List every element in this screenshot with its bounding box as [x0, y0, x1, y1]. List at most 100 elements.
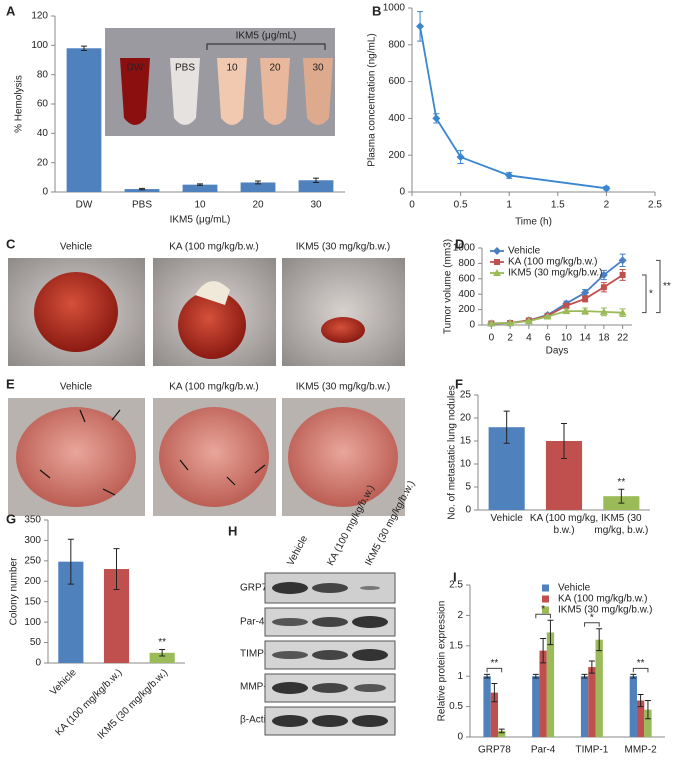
y-tick-label: 400 — [388, 113, 405, 124]
legend-label: KA (100 mg/kg/b.w.) — [508, 257, 598, 268]
x-tick-label: 0 — [409, 200, 415, 211]
y-axis-title: Plasma concentration (ng/mL) — [367, 33, 378, 166]
bar — [629, 676, 637, 737]
point — [581, 307, 590, 315]
x-tick-label: 6 — [545, 333, 551, 344]
bar — [595, 639, 603, 737]
y-tick-label: 2.5 — [449, 580, 463, 591]
x-axis-title: Days — [546, 346, 569, 357]
y-tick-label: 50 — [30, 637, 42, 648]
error-bar — [630, 673, 637, 679]
y-axis-title: No. of metastatic lung nodules — [447, 385, 458, 520]
x-tick-label-box: KA (100 mg/kg, b.w.) — [530, 513, 598, 536]
y-tick-label: 15 — [460, 436, 472, 447]
photo-title: IKM5 (30 mg/kg/b.w.) — [296, 382, 390, 393]
annotation: ** — [637, 658, 645, 669]
legend-label: Vehicle — [508, 246, 541, 257]
point — [506, 319, 515, 327]
error-bar — [491, 682, 498, 703]
point — [563, 302, 570, 309]
error-bar — [113, 548, 120, 590]
annotation: * — [649, 288, 653, 299]
y-tick-label: 100 — [31, 40, 48, 51]
y-tick-label: 0 — [465, 505, 471, 516]
y-tick-label: 200 — [24, 576, 41, 587]
error-bar — [67, 538, 74, 585]
inset-photo: DW PBS 10 20 30 IKM5 (μg/mL) — [105, 28, 335, 136]
legend-label: Vehicle — [558, 583, 591, 594]
x-tick-label: 18 — [598, 333, 610, 344]
photo-title: Vehicle — [60, 382, 93, 393]
y-tick-label: 20 — [460, 413, 472, 424]
annotation: * — [541, 604, 545, 615]
y-tick-label: 0 — [457, 732, 463, 743]
error-bar — [484, 673, 491, 679]
error-bar — [644, 700, 651, 720]
photo-title: IKM5 (30 mg/kg/b.w.) — [296, 242, 390, 253]
x-tick-label: 2.5 — [648, 200, 662, 211]
bar — [490, 692, 499, 737]
bar — [644, 709, 652, 737]
y-axis-title: Colony number — [9, 557, 20, 625]
bar — [532, 676, 540, 737]
legend-swatch — [542, 606, 549, 614]
y-axis-title: % Hemolysis — [14, 75, 25, 133]
error-bar — [503, 410, 510, 444]
x-tick-label: 1 — [506, 200, 512, 211]
legend-label: IKM5 (30 mg/kg/b.w.) — [508, 268, 602, 279]
bar — [240, 182, 276, 192]
y-tick-label: 0.5 — [449, 701, 463, 712]
panel-label: C — [6, 236, 16, 251]
y-tick-label: 0 — [399, 187, 405, 198]
y-tick-label: 1000 — [453, 243, 476, 254]
annotation: ** — [490, 658, 498, 669]
x-tick-label: 22 — [617, 333, 629, 344]
x-tick-label: MMP-2 — [625, 745, 658, 756]
point — [524, 317, 533, 325]
x-tick-label: 1.5 — [551, 200, 565, 211]
y-tick-label: 10 — [460, 459, 472, 470]
y-tick-label: 0 — [35, 658, 41, 669]
error-bar — [596, 628, 603, 652]
x-tick-label: IKM5 (30 mg/kg, b.w.) — [594, 513, 649, 536]
point — [619, 271, 626, 278]
point — [456, 153, 465, 162]
x-tick-label: 14 — [580, 333, 592, 344]
error-bar — [637, 693, 644, 708]
y-tick-label: 5 — [465, 482, 471, 493]
point — [562, 307, 571, 315]
x-tick-label: 10 — [194, 200, 206, 211]
y-tick-label: 400 — [458, 289, 475, 300]
bar — [298, 180, 334, 192]
x-tick-label: DW — [76, 200, 93, 211]
y-axis-title: Relative protein expression — [437, 601, 448, 722]
row-label: TIMP-1 — [240, 649, 273, 660]
panel-label: E — [6, 376, 15, 391]
panel-label: I — [453, 569, 457, 584]
legend-label: IKM5 (30 mg/kg/b.w.) — [558, 605, 652, 616]
line — [491, 310, 623, 325]
photo-panel-e: E Vehicle KA (100 mg/kg/b.w.) IKM5 (30 m… — [6, 376, 405, 516]
bar — [483, 676, 491, 737]
photo-title: Vehicle — [60, 242, 93, 253]
annotation: ** — [617, 477, 625, 488]
row-label: MMP-2 — [240, 682, 273, 693]
error-bar — [197, 183, 203, 186]
point — [618, 256, 627, 265]
bar — [636, 700, 645, 737]
point — [493, 269, 501, 276]
bar — [588, 667, 596, 737]
point — [505, 171, 514, 180]
y-tick-label: 300 — [24, 535, 41, 546]
bar — [149, 652, 175, 663]
bar — [539, 650, 547, 737]
y-tick-label: 600 — [388, 76, 405, 87]
inset-label: PBS — [175, 63, 195, 74]
row-label: Par-4 — [240, 617, 265, 628]
point — [581, 288, 590, 297]
x-tick-label: 4 — [526, 333, 532, 344]
annotation: ** — [663, 281, 671, 292]
error-bar — [588, 660, 595, 674]
point — [602, 184, 611, 193]
